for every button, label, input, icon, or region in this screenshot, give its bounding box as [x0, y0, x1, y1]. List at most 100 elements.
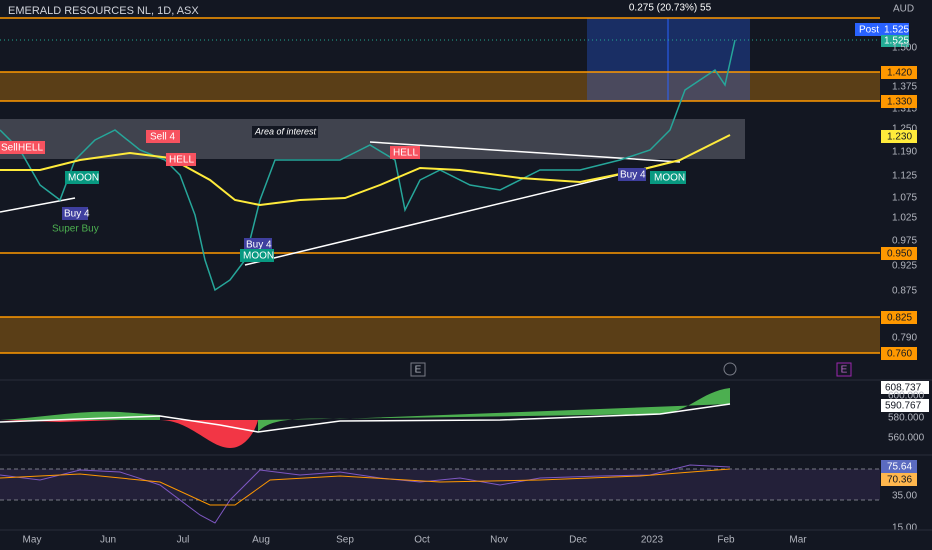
annotation: Sell: [1, 143, 18, 154]
annotation: HELL: [169, 155, 194, 166]
time-label: Aug: [252, 535, 270, 546]
level-box: [881, 311, 917, 324]
last-price-box: [881, 35, 909, 47]
price-tick: 1.190: [892, 147, 917, 158]
rsi-signal: 70.36: [887, 475, 912, 486]
time-label: Mar: [789, 535, 807, 546]
value-box: [881, 399, 929, 412]
level-label: 0.825: [887, 313, 912, 324]
level-box: [881, 347, 917, 360]
post-label: Post: [859, 25, 879, 36]
rsi-tick: 35.00: [892, 491, 917, 502]
annotation: MOON: [243, 251, 274, 262]
indicator-tick: 600.000: [888, 391, 925, 402]
time-label: Oct: [414, 535, 430, 546]
trendline: [369, 141, 681, 163]
signal-line: [0, 403, 731, 433]
annotation: Buy 4: [64, 209, 90, 220]
event-marker[interactable]: [836, 362, 852, 377]
trendline: [0, 197, 76, 213]
measure-label: 0.275 (20.73%) 55: [629, 3, 712, 14]
tag-bg: [15, 141, 45, 154]
price-tick: 1.250: [892, 124, 917, 135]
zone: [0, 72, 880, 101]
title: EMERALD RESOURCES NL, 1D, ASX: [8, 5, 199, 17]
rsi-tick: 15.00: [892, 523, 917, 534]
tag-bg: [650, 171, 686, 184]
last-price: 1.525: [884, 36, 909, 47]
price-tick: 1.025: [892, 213, 917, 224]
price-tick: 1.500: [892, 43, 917, 54]
value-box: [881, 460, 917, 473]
rsi-value: 75.64: [887, 462, 912, 473]
area-of-interest: [0, 119, 745, 159]
price-tick: 1.315: [892, 104, 917, 115]
post-box: [855, 23, 881, 36]
tag-bg: [252, 126, 318, 138]
event-label[interactable]: E: [415, 365, 422, 376]
price-tick: 0.875: [892, 286, 917, 297]
level-box: [881, 66, 917, 79]
tag-bg: [65, 171, 99, 184]
indicator-value: 608.737: [885, 383, 922, 394]
tag-bg: [240, 249, 274, 262]
price-tick: 0.975: [892, 236, 917, 247]
annotation: HELL: [18, 143, 43, 154]
price-tick: 0.925: [892, 261, 917, 272]
levels: [0, 17, 880, 354]
time-label: 2023: [641, 535, 664, 546]
event-label[interactable]: E: [841, 365, 848, 376]
value-box: [881, 381, 929, 394]
annotation: Buy 4: [620, 170, 646, 181]
currency: AUD: [893, 4, 914, 15]
level-label: 0.950: [887, 249, 912, 260]
time-label: Feb: [717, 535, 735, 546]
ma-box: [881, 130, 917, 143]
level-box: [881, 95, 917, 108]
price-tick: 1.125: [892, 171, 917, 182]
tag-bg: [390, 146, 420, 159]
time-label: Jun: [100, 535, 116, 546]
event-marker[interactable]: [410, 362, 426, 377]
tag-bg: [244, 238, 272, 251]
tag-bg: [0, 141, 15, 154]
time-label: May: [23, 535, 42, 546]
level-label: 1.420: [887, 68, 912, 79]
post-price-box: [881, 23, 909, 36]
indicator-tick: 560.000: [888, 433, 925, 444]
histogram: [0, 420, 258, 448]
dividend-marker[interactable]: [723, 362, 737, 376]
annotation: MOON: [68, 173, 99, 184]
rsi-band: [0, 469, 880, 500]
time-label: Dec: [569, 535, 587, 546]
time-label: Sep: [336, 535, 354, 546]
level-label: 1.330: [887, 97, 912, 108]
zone: [0, 317, 880, 353]
rsi-line: [0, 464, 731, 524]
price-tick: 0.790: [892, 333, 917, 344]
annotation: HELL: [393, 148, 418, 159]
annotation: Sell 4: [150, 132, 175, 143]
price-tick: 1.375: [892, 82, 917, 93]
value-box: [881, 473, 917, 486]
measure-label-bg: [623, 0, 718, 16]
price-tick: 1.075: [892, 193, 917, 204]
time-label: Nov: [490, 535, 508, 546]
tag-bg: [166, 153, 196, 166]
ma-label: 1.230: [887, 132, 912, 143]
annotation: Super Buy: [52, 224, 99, 235]
post-price: 1.525: [884, 25, 909, 36]
price-path: [0, 39, 736, 292]
tag-bg: [146, 130, 180, 143]
time-label: Jul: [177, 535, 190, 546]
annotation: MOON: [654, 173, 685, 184]
indicator-tick: 580.000: [888, 413, 925, 424]
histogram: [258, 388, 730, 432]
tag-bg: [618, 168, 646, 181]
annotation: Area of interest: [254, 126, 317, 136]
level-label: 0.760: [887, 349, 912, 360]
level-box: [881, 247, 917, 260]
indicator-signal: 590.767: [885, 401, 922, 412]
